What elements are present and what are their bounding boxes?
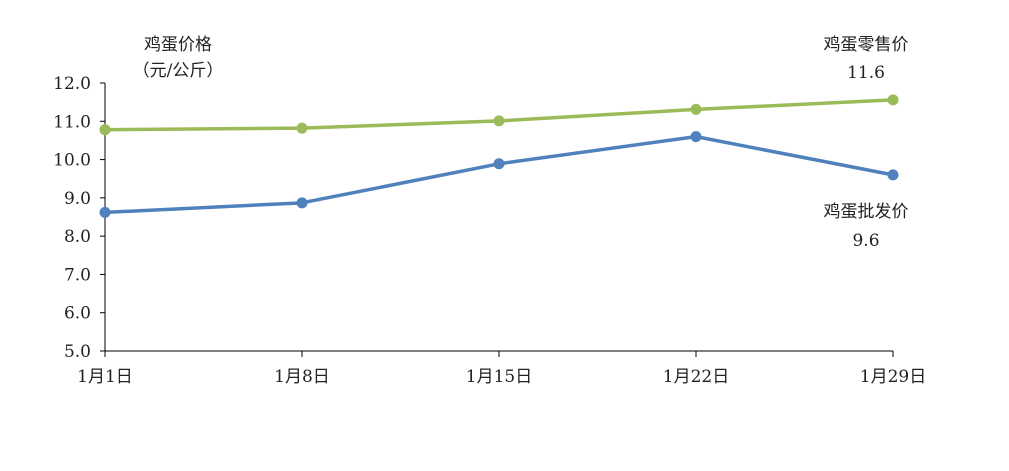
data-point [99, 206, 111, 218]
x-tick-label: 1月8日 [274, 367, 330, 387]
x-tick-label: 1月15日 [466, 367, 532, 387]
data-point [887, 169, 899, 181]
y-tick-label: 8.0 [64, 227, 91, 247]
y-tick-label: 12.0 [53, 74, 91, 94]
data-point [887, 94, 899, 106]
axes: 5.0 6.0 7.0 8.0 9.0 10.0 11.0 12.0 1月1日 1月8日 1月15日… [53, 74, 926, 387]
series-layer [99, 94, 899, 218]
y-tick-label: 7.0 [64, 265, 91, 285]
x-tick-label: 1月29日 [860, 367, 926, 387]
y-tick-label: 9.0 [64, 189, 91, 209]
wholesale-end-value-label: 9.6 [852, 231, 879, 251]
y-tick-label: 5.0 [64, 342, 91, 362]
retail-end-value-label: 11.6 [847, 63, 885, 83]
series-line-1 [103, 134, 895, 215]
y-axis-title-line-1: 鸡蛋价格 [144, 35, 212, 55]
y-tick-label: 11.0 [53, 112, 91, 132]
retail-series-name-label: 鸡蛋零售价 [824, 35, 909, 55]
data-point [690, 131, 702, 143]
data-point [493, 115, 505, 127]
y-axis-title-line-2: （元/公斤） [133, 61, 224, 81]
x-tick-label: 1月22日 [663, 367, 729, 387]
y-tick-label: 10.0 [53, 151, 91, 171]
data-point [493, 158, 505, 170]
data-point [99, 124, 111, 136]
x-tick-label: 1月1日 [77, 367, 133, 387]
y-tick-label: 6.0 [64, 304, 91, 324]
data-point [296, 122, 308, 134]
data-point [690, 103, 702, 115]
data-point [296, 197, 308, 209]
wholesale-series-name-label: 鸡蛋批发价 [824, 202, 909, 222]
